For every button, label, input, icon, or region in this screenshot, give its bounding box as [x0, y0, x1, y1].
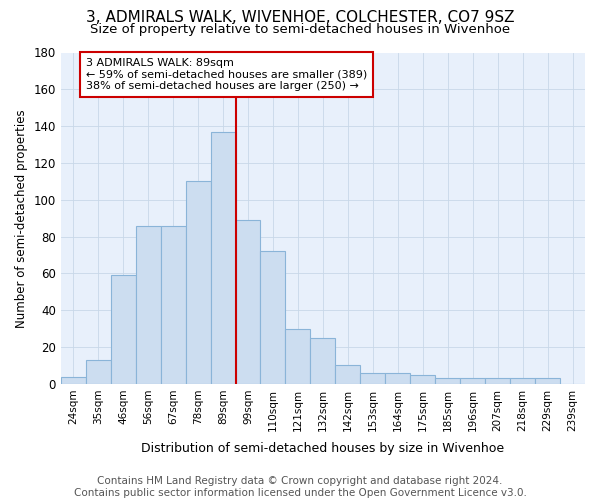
Bar	[510, 378, 535, 384]
Bar	[61, 376, 86, 384]
Text: 3 ADMIRALS WALK: 89sqm
← 59% of semi-detached houses are smaller (389)
38% of se: 3 ADMIRALS WALK: 89sqm ← 59% of semi-det…	[86, 58, 367, 91]
Text: Contains HM Land Registry data © Crown copyright and database right 2024.
Contai: Contains HM Land Registry data © Crown c…	[74, 476, 526, 498]
Bar	[535, 378, 560, 384]
Bar	[485, 378, 510, 384]
Bar	[211, 132, 236, 384]
X-axis label: Distribution of semi-detached houses by size in Wivenhoe: Distribution of semi-detached houses by …	[142, 442, 505, 455]
Bar	[260, 252, 286, 384]
Bar	[361, 373, 385, 384]
Bar	[161, 226, 185, 384]
Bar	[410, 374, 435, 384]
Y-axis label: Number of semi-detached properties: Number of semi-detached properties	[15, 109, 28, 328]
Bar	[286, 328, 310, 384]
Bar	[86, 360, 111, 384]
Bar	[136, 226, 161, 384]
Bar	[460, 378, 485, 384]
Bar	[435, 378, 460, 384]
Bar	[111, 276, 136, 384]
Bar	[385, 373, 410, 384]
Bar	[310, 338, 335, 384]
Text: 3, ADMIRALS WALK, WIVENHOE, COLCHESTER, CO7 9SZ: 3, ADMIRALS WALK, WIVENHOE, COLCHESTER, …	[86, 10, 514, 25]
Bar	[236, 220, 260, 384]
Bar	[185, 182, 211, 384]
Bar	[335, 366, 361, 384]
Text: Size of property relative to semi-detached houses in Wivenhoe: Size of property relative to semi-detach…	[90, 22, 510, 36]
